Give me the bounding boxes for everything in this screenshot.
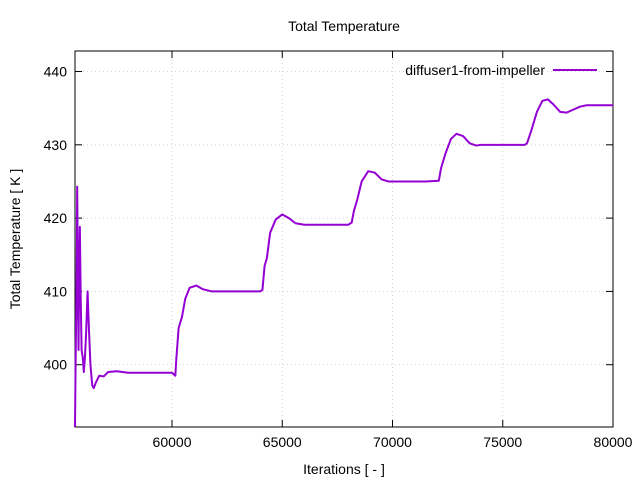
y-tick-label: 400 xyxy=(44,357,68,373)
y-tick-label: 410 xyxy=(44,283,68,299)
grid xyxy=(75,51,614,427)
x-tick-label: 75000 xyxy=(483,434,522,450)
x-tick-label: 60000 xyxy=(153,434,192,450)
series-layer xyxy=(74,98,613,428)
x-tick-label: 65000 xyxy=(263,434,302,450)
series-line xyxy=(74,98,613,428)
x-axis-label: Iterations [ - ] xyxy=(303,461,385,477)
legend-label: diffuser1-from-impeller xyxy=(405,62,545,78)
y-axis-label: Total Temperature [ K ] xyxy=(7,169,23,310)
x-tick-label: 80000 xyxy=(594,434,633,450)
y-tick-label: 420 xyxy=(44,210,68,226)
legend: diffuser1-from-impeller xyxy=(405,62,597,78)
y-tick-label: 440 xyxy=(44,64,68,80)
chart-title: Total Temperature xyxy=(288,18,400,34)
x-tick-label: 70000 xyxy=(373,434,412,450)
y-axis-ticks: 400 410 420 430 440 xyxy=(44,64,613,373)
plot-frame xyxy=(74,50,614,428)
x-axis-ticks: 60000 65000 70000 75000 80000 xyxy=(153,51,633,450)
y-tick-label: 430 xyxy=(44,137,68,153)
